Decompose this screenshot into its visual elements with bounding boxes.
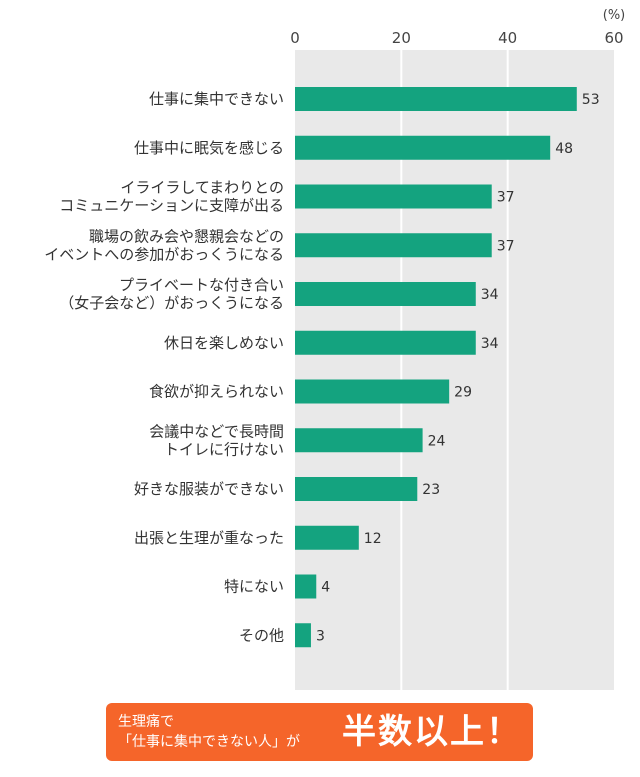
value-label-12: 3: [316, 628, 325, 644]
value-label-10: 12: [364, 531, 382, 547]
bar-chart: (%) 0 20 40 60 仕事に集中できない仕事中に眠気を感じるイライラしてまわり…: [44, 8, 626, 690]
bar-4: [295, 233, 492, 258]
value-label-6: 34: [481, 336, 499, 352]
category-label-1: 仕事に集中できない: [149, 90, 284, 108]
category-label-5: プライベートな付き合い（女子会など）がおっくうになる: [59, 276, 284, 312]
tick-label-40: 40: [498, 29, 517, 47]
bar-1: [295, 87, 577, 111]
value-label-8: 24: [428, 433, 446, 449]
bar-12: [295, 623, 311, 648]
callout-line-2: 「仕事に集中できない人」が: [118, 734, 300, 750]
bar-6: [295, 330, 476, 355]
tick-label-60: 60: [604, 29, 623, 47]
callout-line-1: 生理痛で: [118, 714, 174, 730]
unit-label: (%): [603, 8, 626, 23]
bar-11: [295, 574, 317, 599]
value-labels: 53 48 37 37 34 34 29 24 23 12 4 3: [316, 92, 600, 644]
bar-2: [295, 135, 551, 160]
category-label-6: 休日を楽しめない: [164, 334, 284, 352]
category-label-4: 職場の飲み会や懇親会などのイベントへの参加がおっくうになる: [44, 227, 284, 263]
category-label-9: 好きな服装ができない: [134, 480, 284, 498]
category-label-2: 仕事中に眠気を感じる: [134, 139, 284, 157]
value-label-9: 23: [422, 482, 440, 498]
value-label-7: 29: [454, 385, 472, 401]
value-label-1: 53: [582, 92, 600, 108]
callout-headline: 半数以上！: [342, 712, 522, 752]
bars: [295, 87, 577, 648]
x-axis-ticks: 0 20 40 60: [290, 29, 623, 47]
value-label-2: 48: [555, 141, 573, 157]
value-label-4: 37: [497, 238, 515, 254]
category-label-12: その他: [239, 626, 284, 644]
value-label-3: 37: [497, 190, 515, 206]
value-label-11: 4: [321, 580, 330, 596]
tick-label-0: 0: [290, 29, 300, 47]
category-label-11: 特にない: [224, 578, 284, 596]
tick-label-20: 20: [392, 29, 411, 47]
summary-callout: 生理痛で 「仕事に集中できない人」が 半数以上！: [106, 703, 533, 761]
category-label-8: 会議中などで長時間トイレに行けない: [149, 422, 284, 458]
bar-7: [295, 379, 450, 404]
category-label-10: 出張と生理が重なった: [134, 529, 284, 547]
bar-3: [295, 184, 492, 209]
callout-caption: 生理痛で 「仕事に集中できない人」が: [118, 712, 300, 752]
value-label-5: 34: [481, 287, 499, 303]
category-label-7: 食欲が抑えられない: [149, 383, 284, 401]
bar-9: [295, 477, 418, 501]
category-label-3: イライラしてまわりとのコミュニケーションに支障が出る: [59, 179, 284, 215]
category-labels: 仕事に集中できない仕事中に眠気を感じるイライラしてまわりとのコミュニケーションに…: [44, 90, 284, 644]
bar-5: [295, 282, 476, 306]
bar-10: [295, 525, 359, 550]
bar-8: [295, 428, 423, 453]
